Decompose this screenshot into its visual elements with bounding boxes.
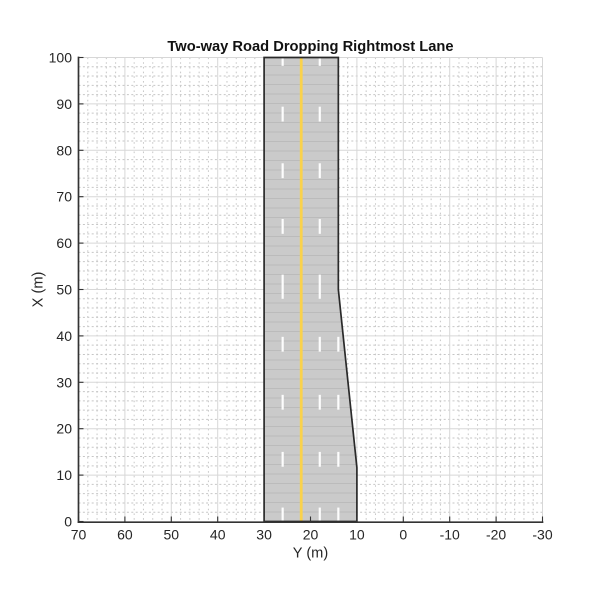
svg-text:20: 20 (303, 527, 319, 543)
svg-text:10: 10 (56, 467, 72, 483)
svg-text:10: 10 (349, 527, 365, 543)
svg-text:20: 20 (56, 421, 72, 437)
svg-text:70: 70 (71, 527, 87, 543)
svg-text:-30: -30 (532, 527, 552, 543)
svg-text:90: 90 (56, 96, 72, 112)
svg-text:50: 50 (56, 282, 72, 298)
svg-text:-10: -10 (440, 527, 460, 543)
svg-text:50: 50 (164, 527, 180, 543)
svg-text:100: 100 (49, 50, 73, 66)
svg-text:60: 60 (56, 235, 72, 251)
svg-text:0: 0 (64, 514, 72, 530)
svg-text:70: 70 (56, 189, 72, 205)
svg-text:-20: -20 (486, 527, 506, 543)
svg-text:X (m): X (m) (31, 272, 47, 308)
svg-text:30: 30 (56, 374, 72, 390)
svg-text:Y (m): Y (m) (293, 546, 328, 562)
svg-text:Two-way Road Dropping Rightmos: Two-way Road Dropping Rightmost Lane (167, 39, 453, 55)
svg-text:0: 0 (399, 527, 407, 543)
svg-text:40: 40 (56, 328, 72, 344)
svg-text:30: 30 (256, 527, 272, 543)
svg-text:60: 60 (117, 527, 133, 543)
svg-text:40: 40 (210, 527, 226, 543)
svg-text:80: 80 (56, 142, 72, 158)
